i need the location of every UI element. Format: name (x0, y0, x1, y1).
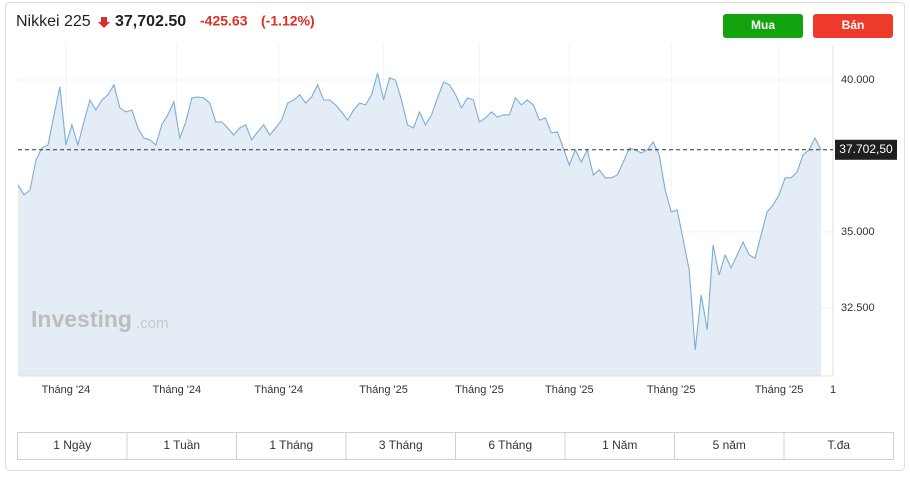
watermark-suffix: .com (136, 315, 169, 332)
x-tick-label: Tháng '25 (359, 384, 408, 396)
x-tick-label: Tháng '25 (545, 384, 594, 396)
y-tick-label: 40.000 (841, 74, 875, 86)
buy-label[interactable]: Mua (751, 18, 775, 32)
x-tick-label: Tháng '24 (42, 384, 91, 396)
range-button[interactable]: 1 Tháng (269, 438, 313, 452)
range-button[interactable]: 3 Tháng (379, 438, 423, 452)
down-arrow (98, 17, 110, 28)
range-button[interactable]: 1 Ngày (53, 438, 91, 452)
range-button[interactable]: 5 năm (713, 438, 746, 452)
sell-button[interactable] (813, 14, 893, 38)
price-tag (835, 139, 897, 160)
range-buttons: 1 Ngày 1 Tuần 1 Tháng 3 Tháng 6 Tháng 1 Năm 5 … (53, 432, 850, 460)
area-fill (18, 73, 822, 376)
symbol: Nikkei 225 (16, 13, 91, 30)
x-tick-label: Tháng '24 (153, 384, 202, 396)
change-pct: (-1.12%) (261, 13, 315, 29)
x-tick-label: Tháng '25 (647, 384, 696, 396)
price: 37,702.50 (115, 13, 186, 30)
y-tick-label: 32.500 (841, 302, 875, 314)
plot: 32.500 35.000 40.000 Tháng '24 Tháng '24 Thán… (17, 45, 897, 396)
range-button[interactable]: 6 Tháng (488, 438, 532, 452)
price-tag-label: 37.702,50 (839, 142, 893, 156)
range-button[interactable]: 1 Năm (602, 438, 637, 452)
buy-button[interactable] (723, 14, 803, 38)
area-line (17, 72, 822, 350)
x-tick-label: Tháng '25 (455, 384, 504, 396)
x-tick-label: Tháng '25 (755, 384, 804, 396)
change: -425.63 (200, 13, 248, 29)
x-tick-label: 1 (830, 384, 836, 396)
y-tick-label: 35.000 (841, 226, 875, 238)
x-tick-label: Tháng '24 (254, 384, 303, 396)
range-button[interactable]: T.đa (827, 438, 850, 452)
sell-label[interactable]: Bán (842, 18, 865, 32)
range-button[interactable]: 1 Tuần (163, 438, 200, 452)
watermark-brand: Investing (31, 306, 132, 332)
